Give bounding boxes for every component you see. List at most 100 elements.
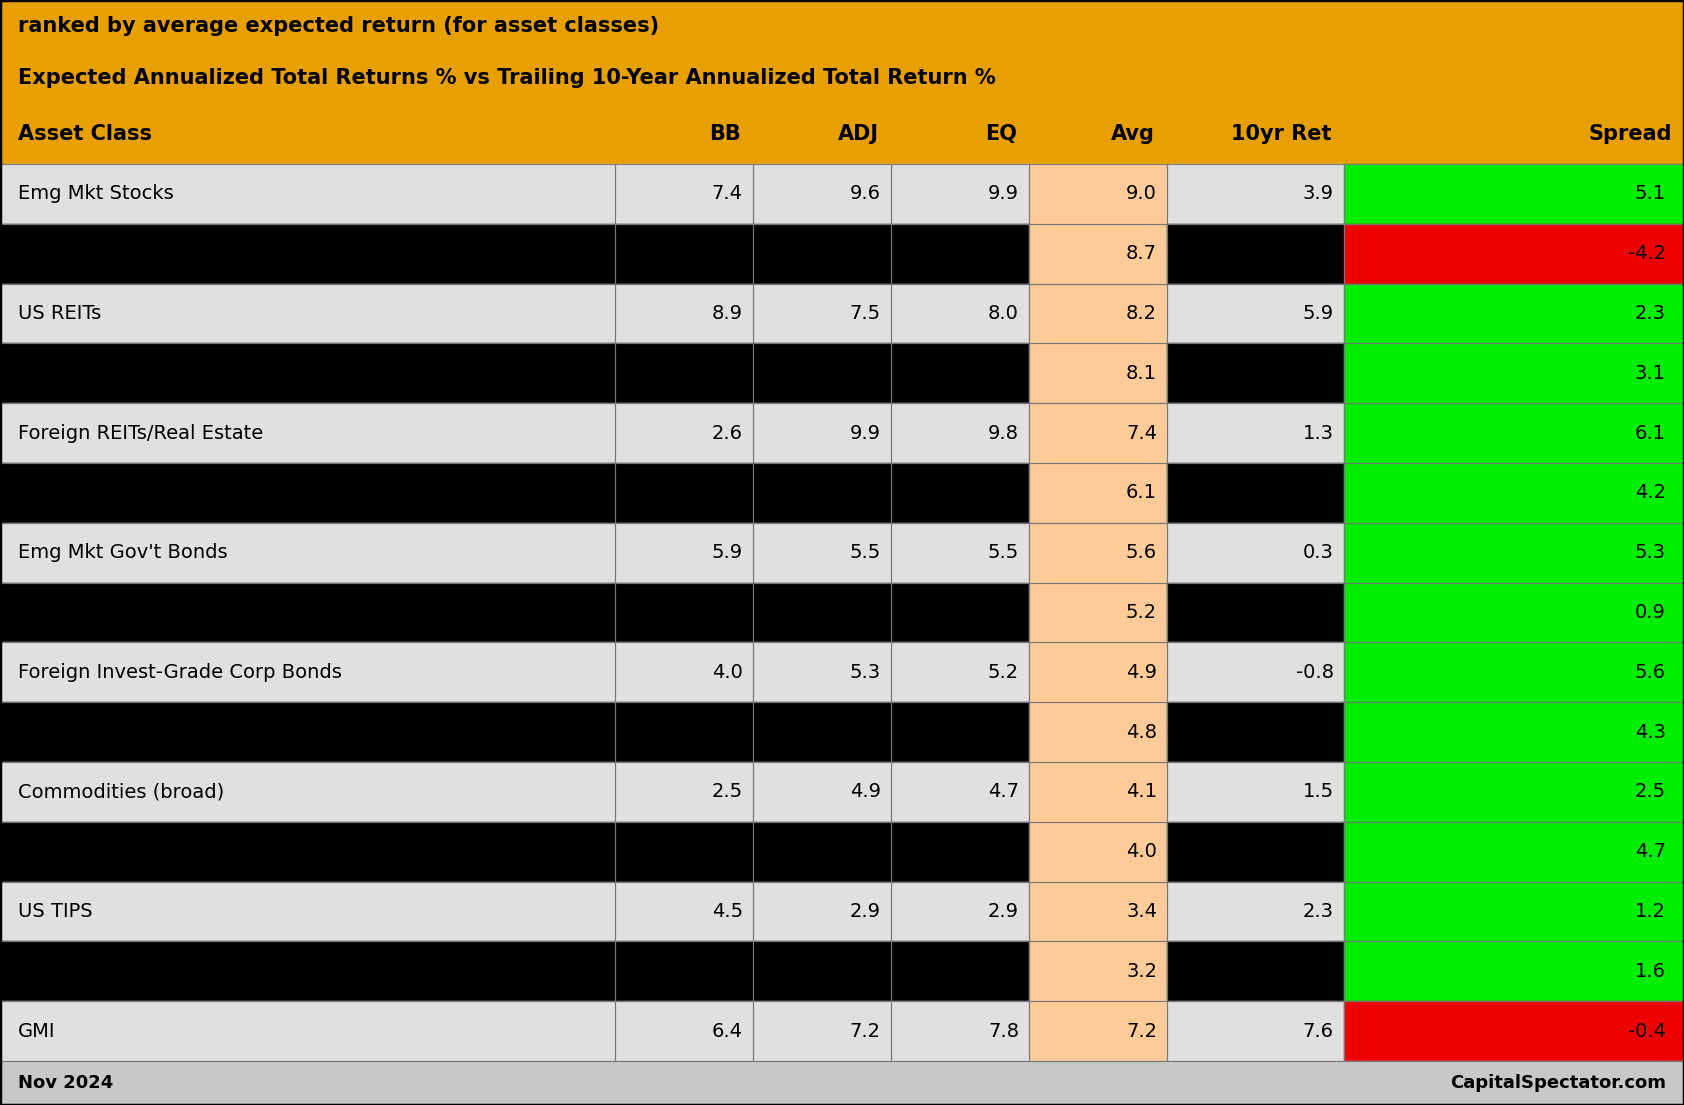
Bar [753, 1001, 891, 1061]
Bar [753, 882, 891, 941]
Text: 9.6: 9.6 [850, 185, 881, 203]
Bar [1344, 224, 1684, 284]
Text: 5.2: 5.2 [989, 663, 1019, 682]
Bar [891, 822, 1029, 882]
Bar [1344, 403, 1684, 463]
Bar [1029, 702, 1167, 762]
Bar [1167, 822, 1344, 882]
Text: 5.6: 5.6 [1635, 663, 1665, 682]
Text: Commodities (broad): Commodities (broad) [19, 782, 224, 801]
Bar [753, 164, 891, 224]
Text: CapitalSpectator.com: CapitalSpectator.com [1450, 1074, 1665, 1092]
Bar [615, 1001, 753, 1061]
Bar [1029, 582, 1167, 642]
Text: Emg Mkt Gov't Bonds: Emg Mkt Gov't Bonds [19, 544, 227, 562]
Text: 4.1: 4.1 [1127, 782, 1157, 801]
Bar [1167, 403, 1344, 463]
Text: 2.9: 2.9 [989, 902, 1019, 920]
Bar [753, 224, 891, 284]
Text: 5.3: 5.3 [1635, 544, 1665, 562]
Text: 8.1: 8.1 [1127, 364, 1157, 382]
Text: 4.8: 4.8 [1127, 723, 1157, 741]
Bar [753, 642, 891, 702]
Text: 2.3: 2.3 [1635, 304, 1665, 323]
Bar [1167, 344, 1344, 403]
Text: 6.1: 6.1 [1635, 423, 1665, 443]
Bar [753, 224, 891, 284]
Bar [1167, 164, 1344, 224]
Bar [1029, 523, 1167, 582]
Bar [1167, 702, 1344, 762]
Text: 7.2: 7.2 [1127, 1022, 1157, 1041]
Text: 4.5: 4.5 [712, 902, 743, 920]
Bar [0, 284, 615, 344]
Bar [1029, 941, 1167, 1001]
Bar [1167, 164, 1344, 224]
Bar [753, 463, 891, 523]
Bar [891, 762, 1029, 822]
Bar [615, 164, 753, 224]
Bar [1344, 224, 1684, 284]
Bar [615, 642, 753, 702]
Bar [1167, 463, 1344, 523]
Bar [753, 822, 891, 882]
Bar [891, 642, 1029, 702]
Bar [1029, 762, 1167, 822]
Bar [891, 582, 1029, 642]
Text: US REITs: US REITs [19, 304, 101, 323]
Bar [1167, 284, 1344, 344]
Bar [753, 523, 891, 582]
Text: 1.5: 1.5 [1303, 782, 1334, 801]
Bar [615, 224, 753, 284]
Bar [1029, 284, 1167, 344]
Bar [1344, 762, 1684, 822]
Bar [1029, 822, 1167, 882]
Bar [891, 403, 1029, 463]
Text: 7.8: 7.8 [989, 1022, 1019, 1041]
Bar [1344, 642, 1684, 702]
Text: Foreign Invest-Grade Corp Bonds: Foreign Invest-Grade Corp Bonds [19, 663, 342, 682]
Bar [0, 164, 615, 224]
Bar [1029, 224, 1167, 284]
Text: -0.4: -0.4 [1628, 1022, 1665, 1041]
Bar [615, 403, 753, 463]
Bar [0, 284, 615, 344]
Bar [615, 702, 753, 762]
Bar [615, 284, 753, 344]
Bar [1029, 822, 1167, 882]
Bar [891, 463, 1029, 523]
Bar [1167, 582, 1344, 642]
Text: 3.1: 3.1 [1635, 364, 1665, 382]
Bar [891, 463, 1029, 523]
Bar [753, 941, 891, 1001]
Text: 5.5: 5.5 [989, 544, 1019, 562]
Bar [615, 523, 753, 582]
Bar [0, 463, 615, 523]
Text: Emg Mkt Stocks: Emg Mkt Stocks [19, 185, 173, 203]
Bar [1029, 284, 1167, 344]
Text: 9.9: 9.9 [989, 185, 1019, 203]
Bar [1167, 642, 1344, 702]
Bar [615, 882, 753, 941]
Text: Avg: Avg [1111, 124, 1155, 144]
Bar [1167, 882, 1344, 941]
Bar [1344, 762, 1684, 822]
Bar [1167, 822, 1344, 882]
Bar [891, 284, 1029, 344]
Bar [0, 642, 615, 702]
Bar [1167, 642, 1344, 702]
Bar [1344, 822, 1684, 882]
Bar [1344, 344, 1684, 403]
Bar [615, 941, 753, 1001]
Bar [615, 642, 753, 702]
Text: 6.1: 6.1 [1127, 483, 1157, 503]
Bar [615, 224, 753, 284]
Text: 8.2: 8.2 [1127, 304, 1157, 323]
Text: 5.9: 5.9 [1303, 304, 1334, 323]
Bar [753, 642, 891, 702]
Bar [891, 941, 1029, 1001]
Bar [0, 1001, 615, 1061]
Bar [615, 284, 753, 344]
Bar [1029, 403, 1167, 463]
Text: 0.9: 0.9 [1635, 603, 1665, 622]
